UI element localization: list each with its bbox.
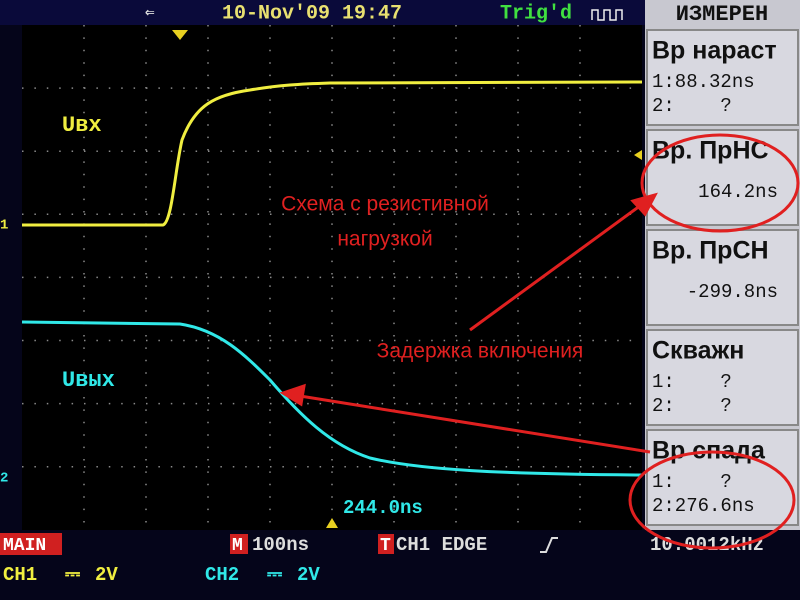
m-bg [230,534,248,554]
frequency: 10.0012kHz [650,534,764,556]
measure-value: 1: ? [652,371,732,393]
trigger-setup: CH1 EDGE [396,534,487,556]
measure-box [646,429,799,526]
measure-box [646,329,799,426]
measure-name: Вр. ПрСН [652,237,769,265]
cursor-pos [326,518,338,528]
output-trace [21,320,643,477]
measure-value: -299.8ns [687,281,778,303]
trigger-pos [172,30,188,40]
ch1-coupling: ⎓ [65,564,80,586]
mode: MAIN [3,536,46,556]
ch1: CH1 [3,564,37,586]
trigger-status: Trig'd [500,2,572,25]
measure-value: 2: ? [652,95,732,117]
usb-icon: ⇐ [145,4,155,22]
measure-value: 164.2ns [698,181,778,203]
annotation: нагрузкой [337,228,432,251]
trigger-level [634,150,642,160]
ch1-marker: 1 [0,218,8,234]
measure-name: Скважн [652,337,744,365]
ch2-marker: 2 [0,471,8,487]
ch2-coupling: ⎓ [267,564,282,586]
measure-value: 1:88.32ns [652,71,755,93]
trigger-marker: T [380,536,391,556]
ch2: CH2 [205,564,239,586]
ch1-scale: 2V [95,564,118,586]
cursor-readout: 244.0ns [343,497,423,519]
panel-title: ИЗМЕРЕН [676,2,768,27]
measure-box [646,29,799,126]
edge-icon [540,537,558,553]
top-bar [0,0,645,25]
annotation: Схема с резистивной [281,193,489,216]
input-trace [22,80,643,227]
measure-value: 2:276.6ns [652,495,755,517]
measure-name: Вр нараст [652,37,777,65]
grid [22,25,642,530]
t-bg [378,534,394,554]
main-bg [0,533,62,555]
timebase: 100ns [252,534,309,556]
datetime: 10-Nov'09 19:47 [222,2,402,25]
measure-value: 2: ? [652,395,732,417]
measure-value: 1: ? [652,471,732,493]
output-label: Uвых [62,368,115,393]
ch2-scale: 2V [297,564,320,586]
measure-box [646,229,799,326]
input-label: Uвх [62,113,102,138]
timebase-marker: M [232,536,243,556]
measure-name: Вр. ПрНС [652,137,769,165]
annotation: Задержка включения [377,340,584,363]
trigger-icon [591,9,623,21]
arrows [279,133,800,550]
